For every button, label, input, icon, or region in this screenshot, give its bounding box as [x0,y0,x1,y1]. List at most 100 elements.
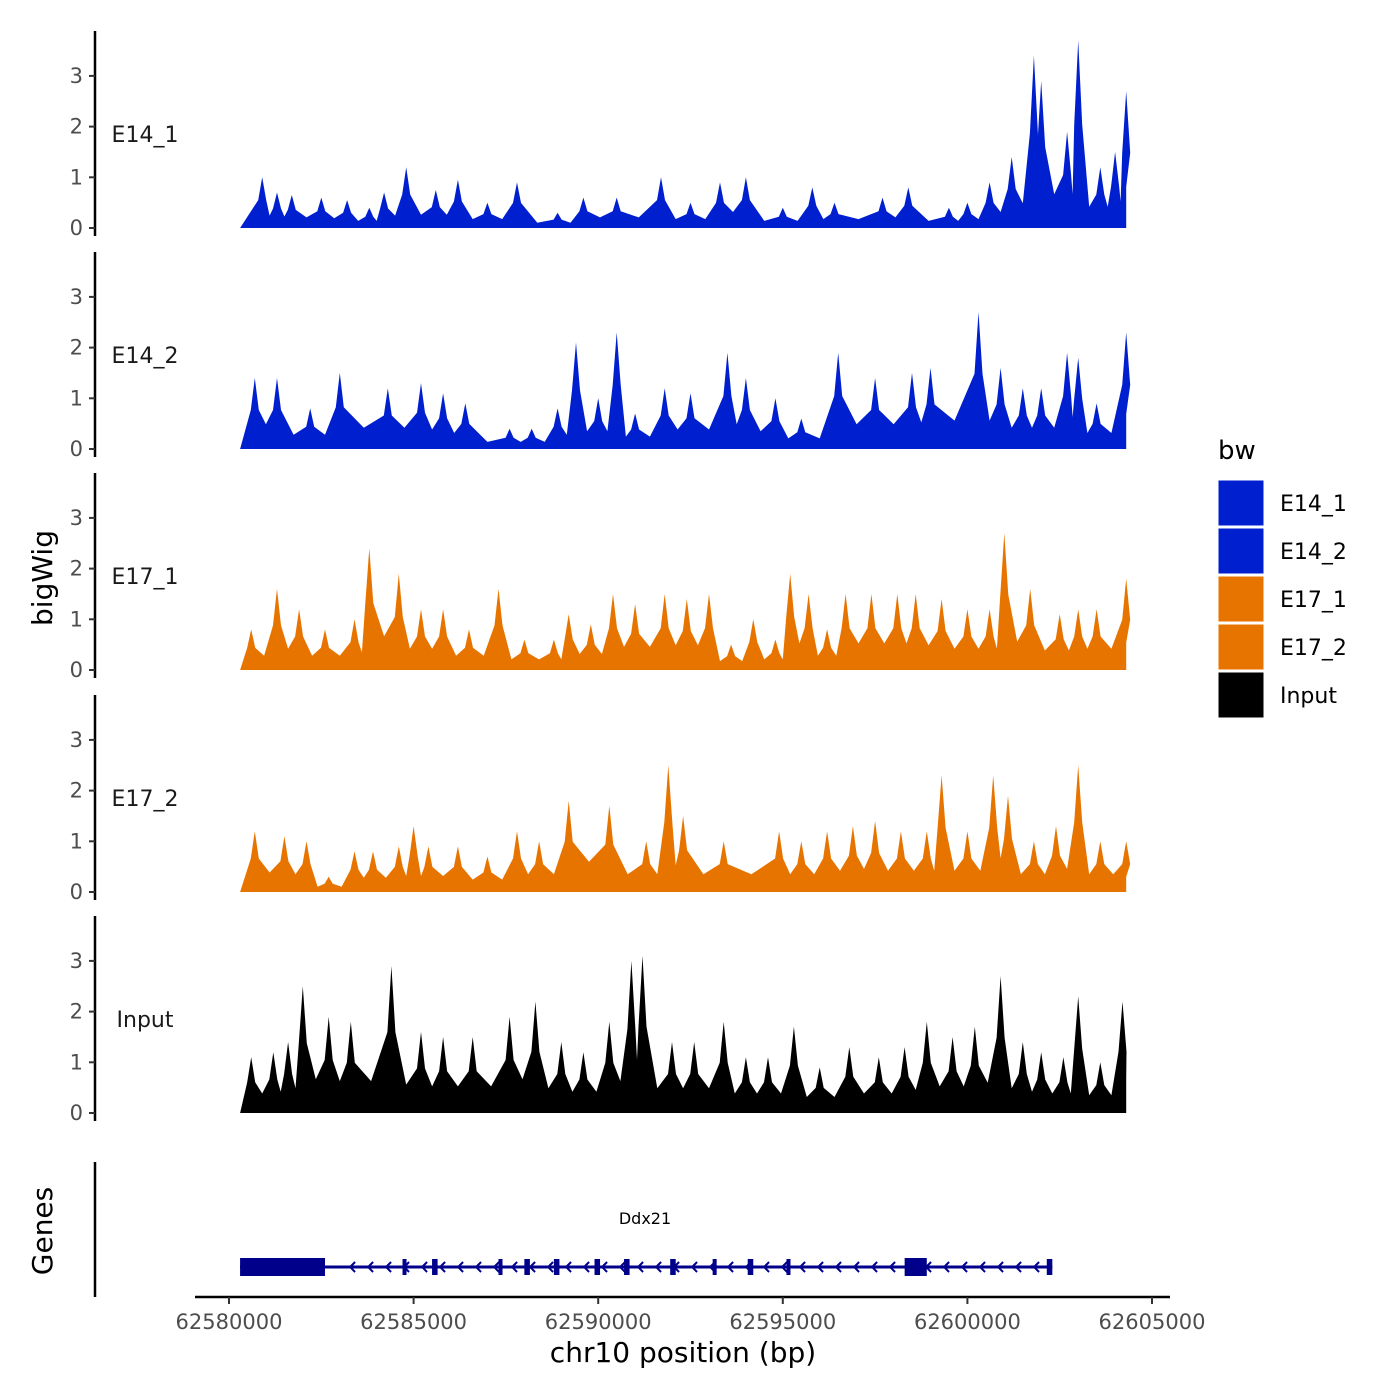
y-tick-label: 0 [70,437,83,461]
y-tick-label: 1 [70,386,83,410]
strand-arrow [780,1261,788,1273]
exon [747,1259,754,1275]
track-e14-1: 0 1 2 3 E14_1 [70,31,1131,240]
track-label: E14_2 [112,344,179,369]
legend-swatch [1217,575,1265,623]
strand-arrow [438,1261,446,1273]
y-tick-label: 3 [70,64,83,88]
strand-arrow [582,1261,590,1273]
strand-arrow [762,1261,770,1273]
track-label: E14_1 [112,123,179,148]
y-tick-label: 0 [70,1101,83,1125]
track-e17-2: 0 1 2 3 E17_2 [70,695,1131,904]
strand-arrow [834,1261,842,1273]
exon [594,1259,601,1275]
strand-arrow [978,1261,986,1273]
y-tick-label: 2 [70,779,83,803]
strand-arrow [690,1261,698,1273]
x-axis-title: chr10 position (bp) [550,1336,816,1369]
exon [240,1258,325,1276]
exon [786,1259,791,1275]
exon [624,1259,630,1275]
strand-arrow [510,1261,518,1273]
strand-arrow [654,1261,662,1273]
legend-label: E17_2 [1280,636,1347,661]
signal-tracks: 0 1 2 3 E14_1 0 1 2 3 E14_2 0 1 2 3 E17_1 0 1 2 3 E17_2 0 1 2 3… [70,31,1131,1125]
strand-arrow [564,1261,572,1273]
strand-arrow [420,1261,428,1273]
strand-arrow [384,1261,392,1273]
track-e14-2: 0 1 2 3 E14_2 [70,252,1131,461]
signal-area-e17-2 [240,765,1131,892]
strand-arrow [852,1261,860,1273]
legend-swatch [1217,479,1265,527]
strand-arrow [600,1261,608,1273]
y-tick-label: 0 [70,880,83,904]
track-e17-1: 0 1 2 3 E17_1 [70,473,1131,682]
exon [498,1259,503,1275]
y-tick-label: 1 [70,607,83,631]
signal-area-e17-1 [240,533,1131,670]
y-tick-label: 2 [70,336,83,360]
strand-arrow [366,1261,374,1273]
signal-area-e14-2 [240,312,1131,449]
legend-swatch [1217,527,1265,575]
strand-arrow [726,1261,734,1273]
x-axis: 62580000 62585000 62590000 62595000 62600000… [176,1295,1206,1334]
strand-arrow [348,1261,356,1273]
x-tick-label: 62595000 [729,1310,836,1334]
y-axis-title: bigWig [26,530,59,626]
strand-arrow [1032,1261,1040,1273]
track-label: E17_2 [112,787,179,812]
legend-swatch [1217,623,1265,671]
strand-arrow [474,1261,482,1273]
legend-label: E17_1 [1280,588,1347,613]
y-tick-label: 0 [70,216,83,240]
strand-arrow [816,1261,824,1273]
y-tick-label: 0 [70,658,83,682]
exon [670,1259,676,1275]
y-tick-label: 1 [70,165,83,189]
legend-swatch [1217,671,1265,719]
y-tick-label: 2 [70,557,83,581]
gene-label: Ddx21 [619,1209,671,1228]
strand-arrow [996,1261,1004,1273]
y-tick-label: 2 [70,115,83,139]
strand-arrow [618,1261,626,1273]
exon [1046,1259,1053,1275]
strand-arrow [798,1261,806,1273]
strand-arrow [1014,1261,1022,1273]
strand-arrow [636,1261,644,1273]
y-tick-label: 3 [70,506,83,530]
x-tick-label: 62585000 [360,1310,467,1334]
legend: bw E14_1 E14_2 E17_1 E17_2 Input [1217,436,1347,719]
y-tick-label: 3 [70,949,83,973]
y-tick-label: 1 [70,1050,83,1074]
exon [402,1259,407,1275]
gene-track: Ddx21 [93,1162,1053,1297]
signal-area-input [240,955,1127,1113]
legend-label: E14_1 [1280,492,1347,517]
legend-title: bw [1218,436,1256,466]
track-label: E17_1 [112,565,179,590]
genes-axis-title: Genes [26,1187,59,1275]
y-tick-label: 1 [70,829,83,853]
strand-arrow [456,1261,464,1273]
track-label: Input [117,1008,174,1033]
strand-arrow [870,1261,878,1273]
strand-arrow [942,1261,950,1273]
strand-arrow [492,1261,500,1273]
y-tick-label: 2 [70,1000,83,1024]
exon [712,1259,717,1275]
strand-arrow [546,1261,554,1273]
x-tick-label: 62605000 [1099,1310,1206,1334]
exon [432,1259,438,1275]
x-tick-label: 62600000 [914,1310,1021,1334]
y-tick-label: 3 [70,285,83,309]
x-tick-label: 62590000 [545,1310,652,1334]
strand-arrow [888,1261,896,1273]
y-tick-label: 3 [70,728,83,752]
legend-label: E14_2 [1280,540,1347,565]
signal-area-e14-1 [240,40,1131,229]
